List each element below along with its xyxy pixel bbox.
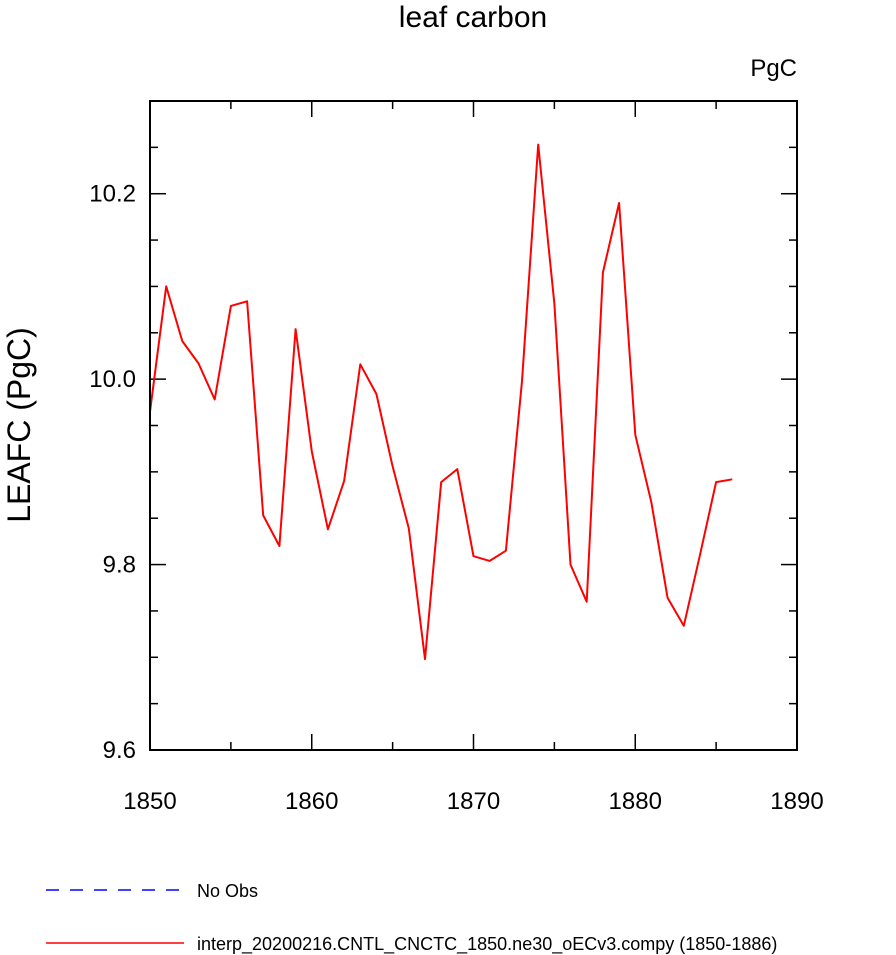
legend-label-model: interp_20200216.CNTL_CNCTC_1850.ne30_oEC… (197, 934, 777, 955)
x-tick-label: 1890 (770, 788, 823, 815)
units-label: PgC (750, 55, 797, 82)
plot-frame (149, 100, 798, 751)
x-tick-label: 1880 (609, 788, 662, 815)
tick-labels: 9.6 9.8 10.0 10.2 1850 1860 1870 1880 1890 (89, 181, 823, 815)
series-line-0 (149, 143, 733, 661)
x-tick-label: 1870 (447, 788, 500, 815)
series-lines (149, 143, 733, 661)
y-tick-label: 10.2 (89, 181, 136, 208)
axis-ticks (149, 100, 798, 751)
chart-title: leaf carbon (399, 1, 547, 34)
x-tick-label: 1860 (285, 788, 338, 815)
y-tick-label: 10.0 (89, 366, 136, 393)
y-tick-label: 9.8 (103, 552, 136, 579)
legend: No Obs interp_20200216.CNTL_CNCTC_1850.n… (46, 881, 777, 955)
y-axis-label: LEAFC (PgC) (1, 327, 37, 523)
legend-label-no-obs: No Obs (197, 881, 258, 901)
y-tick-label: 9.6 (103, 737, 136, 764)
x-tick-label: 1850 (123, 788, 176, 815)
